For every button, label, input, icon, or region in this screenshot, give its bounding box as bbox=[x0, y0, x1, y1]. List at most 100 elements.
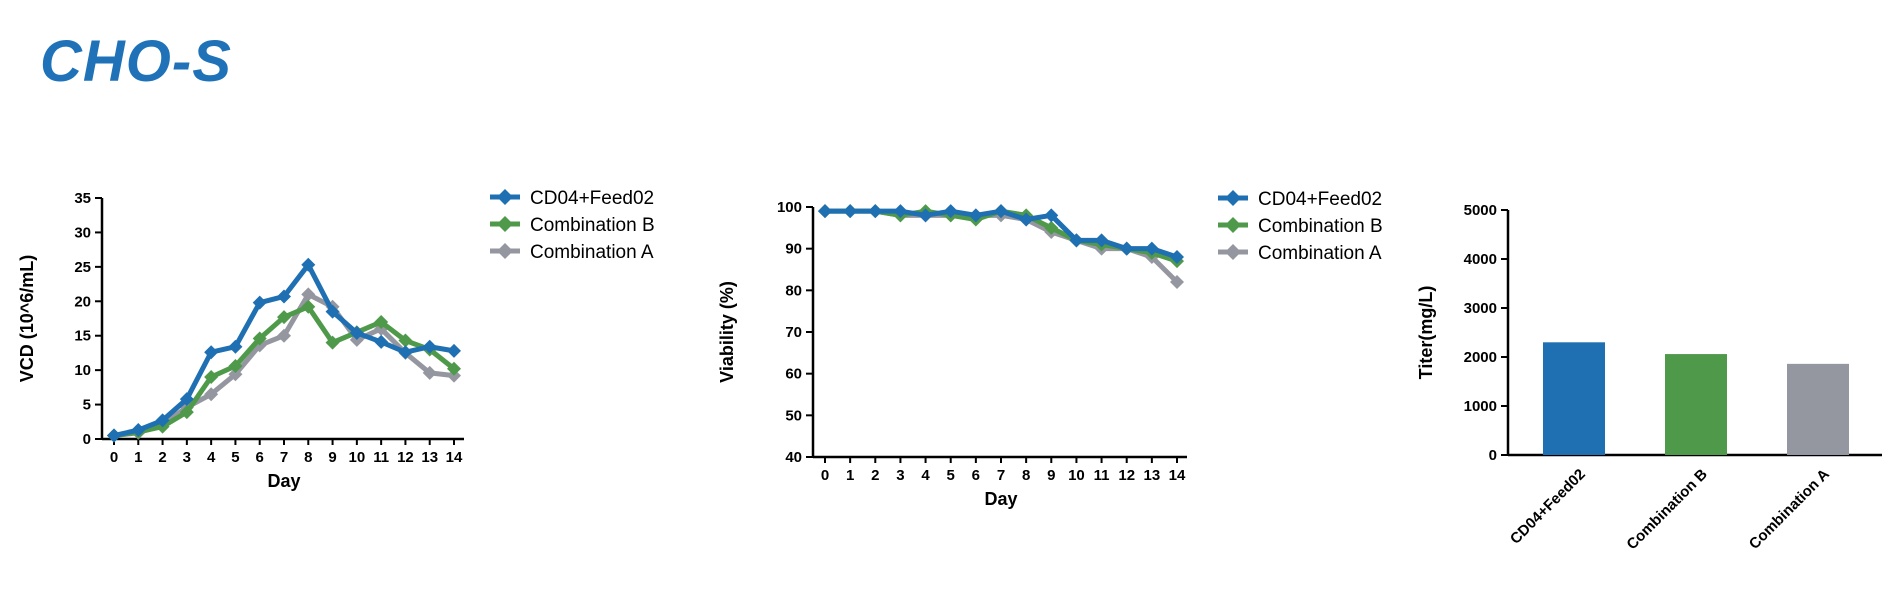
data-point-combination-a bbox=[228, 367, 243, 382]
x-tick-label: 0 bbox=[110, 449, 118, 466]
data-point-cd04-feed02 bbox=[447, 343, 461, 358]
data-point-combination-b bbox=[204, 370, 219, 385]
y-tick-label: 30 bbox=[74, 224, 91, 241]
y-tick-label: 4000 bbox=[1464, 251, 1497, 268]
data-point-cd04-feed02 bbox=[277, 289, 291, 304]
y-tick-label: 50 bbox=[785, 407, 802, 424]
data-point-cd04-feed02 bbox=[131, 423, 146, 438]
y-tick-label: 60 bbox=[785, 366, 802, 383]
data-point-cd04-feed02 bbox=[155, 413, 170, 428]
x-tick-label: 6 bbox=[972, 467, 980, 484]
data-point-cd04-feed02 bbox=[325, 304, 340, 319]
x-tick-label: 11 bbox=[1094, 467, 1110, 484]
y-tick-label: 80 bbox=[785, 282, 802, 299]
x-tick-label: 2 bbox=[158, 449, 166, 466]
x-tick-label: 14 bbox=[446, 449, 463, 466]
legend-marker-cd04-feed02 bbox=[497, 189, 513, 205]
data-point-cd04-feed02 bbox=[228, 339, 243, 354]
data-point-cd04-feed02 bbox=[1119, 241, 1134, 256]
x-tick-label: 3 bbox=[183, 449, 191, 466]
x-tick-label: 7 bbox=[997, 467, 1005, 484]
y-tick-label: 2000 bbox=[1464, 349, 1497, 366]
x-tick-label: 4 bbox=[207, 449, 216, 466]
x-tick-label: 0 bbox=[821, 467, 829, 484]
legend-label-cd04-feed02: CD04+Feed02 bbox=[1258, 189, 1382, 210]
x-tick-label: 13 bbox=[421, 449, 438, 466]
data-point-cd04-feed02 bbox=[968, 208, 983, 223]
legend-marker-combination-b bbox=[497, 216, 513, 232]
x-tick-label: 4 bbox=[921, 467, 930, 484]
data-point-cd04-feed02 bbox=[374, 334, 389, 349]
data-point-combination-a bbox=[422, 365, 437, 380]
data-point-cd04-feed02 bbox=[918, 208, 933, 223]
x-tick-label: 10 bbox=[1068, 467, 1085, 484]
legend-marker-combination-a bbox=[497, 243, 513, 259]
data-point-cd04-feed02 bbox=[994, 204, 1008, 219]
page-title: CHO-S bbox=[40, 29, 232, 94]
x-tick-label: 9 bbox=[328, 449, 336, 466]
y-tick-label: 90 bbox=[785, 241, 802, 258]
x-tick-label: 7 bbox=[280, 449, 288, 466]
x-tick-label: 8 bbox=[304, 449, 312, 466]
y-tick-label: 20 bbox=[74, 293, 91, 310]
x-tick-label: Combination A bbox=[1746, 466, 1833, 553]
data-point-cd04-feed02 bbox=[1044, 208, 1059, 223]
x-tick-label: 11 bbox=[373, 449, 389, 466]
data-point-combination-b bbox=[179, 405, 194, 420]
data-point-combination-b bbox=[277, 310, 291, 325]
data-point-combination-b bbox=[325, 335, 340, 350]
x-tick-label: 1 bbox=[846, 467, 854, 484]
data-point-combination-b bbox=[1044, 220, 1059, 235]
data-point-cd04-feed02 bbox=[1069, 233, 1084, 248]
y-tick-label: 70 bbox=[785, 324, 802, 341]
y-tick-label: 0 bbox=[1489, 447, 1497, 464]
data-point-cd04-feed02 bbox=[422, 339, 437, 354]
x-tick-label: 12 bbox=[397, 449, 414, 466]
data-point-combination-b bbox=[228, 359, 243, 374]
data-point-cd04-feed02 bbox=[179, 392, 194, 407]
data-point-cd04-feed02 bbox=[204, 345, 219, 360]
data-point-cd04-feed02 bbox=[301, 257, 316, 272]
y-tick-label: 5 bbox=[83, 397, 91, 414]
x-tick-label: 8 bbox=[1022, 467, 1030, 484]
data-point-combination-a bbox=[1170, 275, 1184, 289]
data-point-cd04-feed02 bbox=[1019, 212, 1034, 227]
y-axis-title: VCD (10^6/mL) bbox=[17, 255, 37, 383]
x-tick-label: CD04+Feed02 bbox=[1507, 466, 1589, 548]
y-tick-label: 40 bbox=[785, 449, 802, 466]
y-tick-label: 35 bbox=[74, 190, 91, 207]
x-tick-label: 3 bbox=[896, 467, 904, 484]
data-point-cd04-feed02 bbox=[107, 428, 121, 443]
data-point-cd04-feed02 bbox=[1170, 250, 1184, 264]
x-tick-label: 13 bbox=[1144, 467, 1161, 484]
data-point-cd04-feed02 bbox=[1094, 233, 1109, 248]
data-point-combination-a bbox=[277, 328, 291, 343]
x-tick-label: 12 bbox=[1118, 467, 1135, 484]
x-tick-label: 5 bbox=[231, 449, 239, 466]
data-point-cd04-feed02 bbox=[893, 204, 908, 219]
x-tick-label: 5 bbox=[947, 467, 955, 484]
bar-cd04-feed02 bbox=[1543, 342, 1605, 455]
x-tick-label: 6 bbox=[256, 449, 264, 466]
data-point-cd04-feed02 bbox=[252, 295, 267, 310]
data-point-cd04-feed02 bbox=[1144, 241, 1159, 256]
data-point-combination-a bbox=[204, 387, 219, 402]
data-point-cd04-feed02 bbox=[943, 204, 958, 219]
legend-label-cd04-feed02: CD04+Feed02 bbox=[530, 188, 654, 209]
x-tick-label: Combination B bbox=[1623, 466, 1711, 554]
x-tick-label: 9 bbox=[1047, 467, 1055, 484]
data-point-cd04-feed02 bbox=[843, 204, 858, 219]
legend-label-combination-a: Combination A bbox=[530, 242, 654, 263]
bar-combination-a bbox=[1787, 363, 1849, 455]
data-point-combination-b bbox=[447, 361, 461, 376]
legend-marker-combination-a bbox=[1225, 244, 1241, 260]
y-tick-label: 5000 bbox=[1464, 202, 1497, 219]
y-tick-label: 3000 bbox=[1464, 300, 1497, 317]
x-tick-label: 1 bbox=[134, 449, 142, 466]
y-axis-title: Viability (%) bbox=[717, 281, 737, 383]
x-tick-label: 10 bbox=[349, 449, 366, 466]
data-point-combination-b bbox=[398, 333, 413, 348]
